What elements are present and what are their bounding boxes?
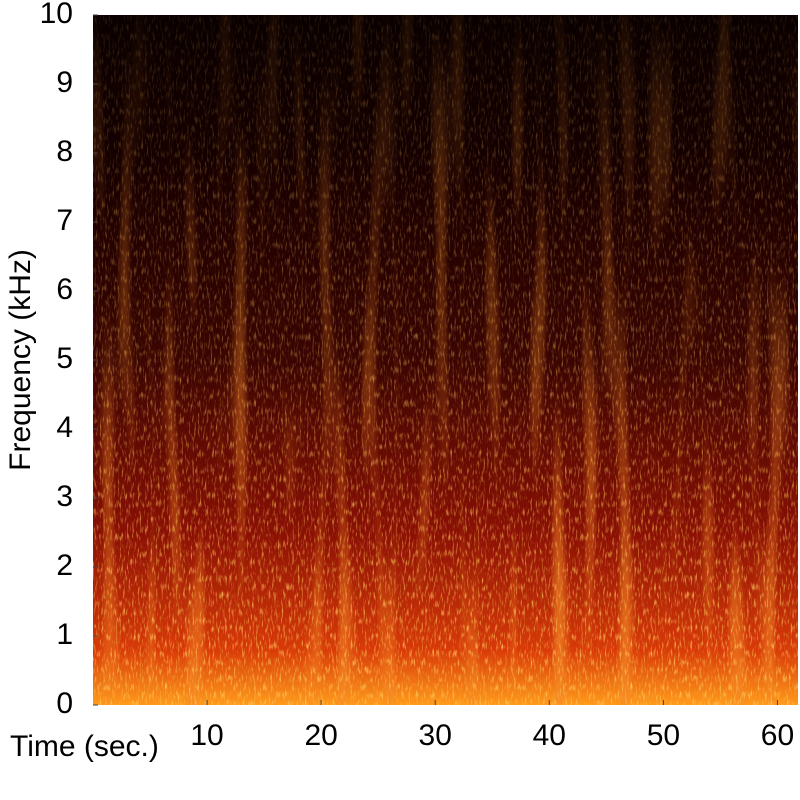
- x-tick-label: 20: [304, 719, 337, 752]
- y-tick-label: 5: [56, 342, 73, 375]
- x-axis-label: Time (sec.): [10, 730, 159, 763]
- y-tick-label: 8: [56, 135, 73, 168]
- x-tick-label: 50: [647, 719, 680, 752]
- x-tick-label: 40: [533, 719, 566, 752]
- y-tick-label: 10: [40, 0, 73, 30]
- x-tick-label: 30: [419, 719, 452, 752]
- x-tick-label: 10: [190, 719, 223, 752]
- y-tick-label: 1: [56, 618, 73, 651]
- y-tick-label: 0: [56, 687, 73, 720]
- x-tick-label: 60: [761, 719, 794, 752]
- y-tick-label: 2: [56, 549, 73, 582]
- y-tick-label: 7: [56, 204, 73, 237]
- y-tick-label: 4: [56, 411, 73, 444]
- spectrogram-image: [93, 15, 798, 705]
- y-tick-label: 9: [56, 66, 73, 99]
- y-axis-label: Frequency (kHz): [4, 249, 37, 471]
- y-tick-label: 3: [56, 480, 73, 513]
- y-tick-label: 6: [56, 273, 73, 306]
